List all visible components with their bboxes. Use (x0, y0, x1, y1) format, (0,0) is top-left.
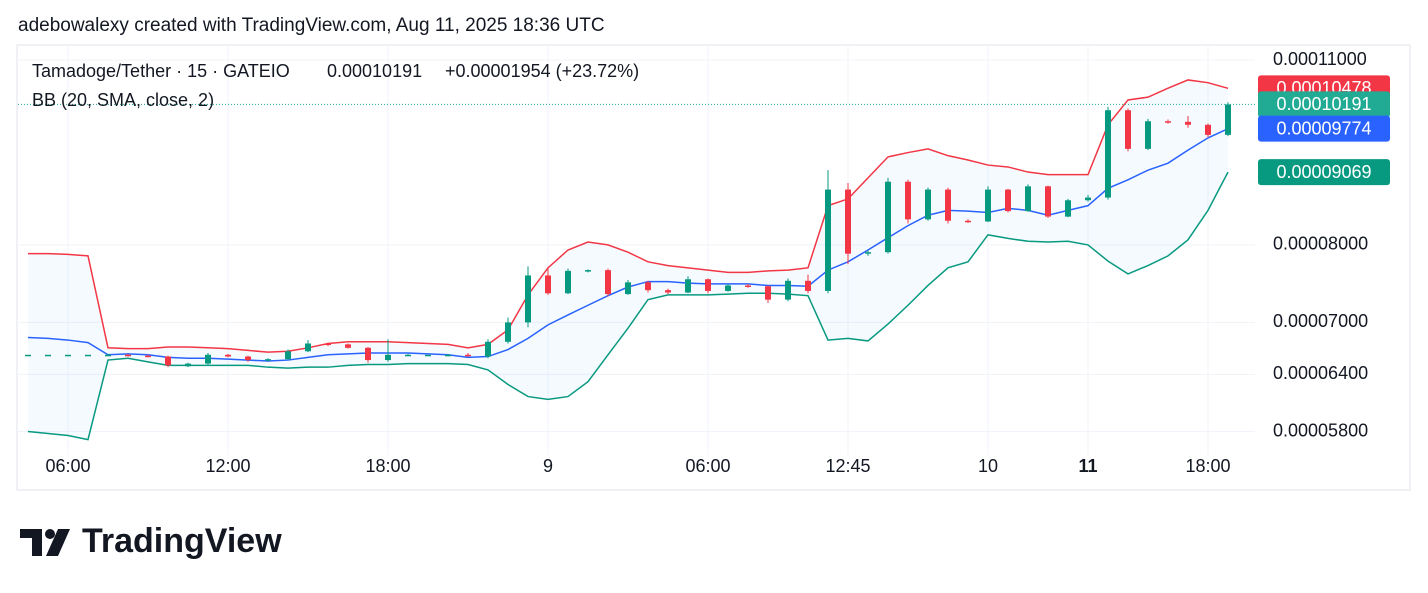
candle-body (145, 355, 151, 358)
x-tick-label: 06:00 (685, 456, 730, 476)
candle-body (485, 341, 491, 357)
candle-body (45, 354, 51, 357)
candle-body (1085, 197, 1091, 201)
candle-body (565, 270, 571, 294)
candle-body (1225, 104, 1231, 135)
candle-body (165, 356, 171, 366)
chart-frame (16, 44, 1411, 491)
candle-body (1145, 121, 1151, 149)
y-tick-label: 0.00008000 (1273, 234, 1368, 254)
x-tick-label: 12:00 (205, 456, 250, 476)
candle-body (785, 280, 791, 300)
price-label-box (1258, 91, 1390, 118)
candle-body (285, 351, 291, 360)
candle-body (265, 359, 271, 361)
candle-body (185, 363, 191, 367)
price-label: 0.00010191 (1276, 94, 1371, 114)
candle-body (205, 354, 211, 364)
candle-body (385, 354, 391, 361)
logo-shape (20, 529, 42, 556)
candle-body (105, 354, 111, 357)
symbol: Tamadoge/Tether · 15 · GATEIO (32, 61, 290, 81)
candle-body (505, 322, 511, 342)
candle-body (525, 275, 531, 323)
candle-body (765, 286, 771, 300)
candle-body (585, 270, 591, 272)
candle-body (885, 181, 891, 253)
candle-body (1125, 110, 1131, 149)
band-line (27, 171, 1229, 441)
candle-body (1045, 186, 1051, 217)
price-label: 0.00009774 (1276, 118, 1371, 138)
x-tick-label: 12:45 (825, 456, 870, 476)
price-label-box (1258, 159, 1390, 186)
candle-body (1005, 189, 1011, 212)
candle-body (85, 354, 91, 357)
logo-dot (45, 529, 55, 539)
candle-body (1205, 124, 1211, 135)
logo-icon (20, 529, 70, 556)
candle-body (925, 189, 931, 220)
candle-body (1105, 110, 1111, 198)
y-tick-label: 0.00006400 (1273, 363, 1368, 383)
candle-body (865, 252, 871, 254)
candle-body (1025, 186, 1031, 212)
candle-body (365, 347, 371, 361)
x-tick-label: 18:00 (1185, 456, 1230, 476)
x-tick-label: 18:00 (365, 456, 410, 476)
band-fill (28, 79, 1228, 440)
candle-body (605, 270, 611, 295)
y-tick-label: 0.00005800 (1273, 420, 1368, 440)
candle-body (905, 181, 911, 220)
candle-body (725, 285, 731, 291)
candle-body (465, 354, 471, 357)
candle-body (705, 279, 711, 291)
logo-text: TradingView (82, 522, 282, 560)
candle-body (545, 275, 551, 294)
candle-body (665, 290, 671, 293)
candle-body (445, 354, 451, 357)
change: +0.00001954 (+23.72%) (445, 61, 639, 81)
x-tick-label: 06:00 (45, 456, 90, 476)
price-label-box (1258, 115, 1390, 142)
plot (18, 45, 1255, 455)
candle-body (845, 189, 851, 254)
candle-body (325, 343, 331, 345)
candle-body (65, 354, 71, 357)
x-tick-label: 9 (543, 456, 553, 476)
candle-body (1165, 121, 1171, 123)
candle-body (245, 356, 251, 361)
band-line (28, 79, 1229, 353)
candle-body (625, 282, 631, 295)
candle-body (345, 344, 351, 348)
candle-body (225, 354, 231, 357)
candle-body (425, 354, 431, 357)
x-tick-label: 11 (1078, 456, 1097, 476)
candle-body (405, 354, 411, 357)
candle-body (745, 285, 751, 287)
candle-body (125, 354, 131, 357)
price: 0.00010191 (327, 61, 422, 81)
x-tick-label: 10 (978, 456, 998, 476)
logo-shape (46, 529, 70, 556)
indicator: BB (20, SMA, close, 2) (32, 90, 214, 110)
candle-body (985, 189, 991, 222)
candle-body (685, 279, 691, 293)
price-label: 0.00009069 (1276, 162, 1371, 182)
candle-body (965, 220, 971, 223)
candle-body (25, 354, 31, 357)
candle-body (1185, 121, 1191, 125)
attribution: adebowalexy created with TradingView.com… (18, 15, 605, 36)
candle-body (825, 189, 831, 291)
y-tick-label: 0.00007000 (1273, 311, 1368, 331)
candle-body (645, 282, 651, 291)
candle-body (1065, 200, 1071, 217)
candle-body (805, 280, 811, 291)
candle-body (305, 343, 311, 352)
candle-body (945, 189, 951, 221)
y-tick-label: 0.00011000 (1273, 49, 1367, 69)
